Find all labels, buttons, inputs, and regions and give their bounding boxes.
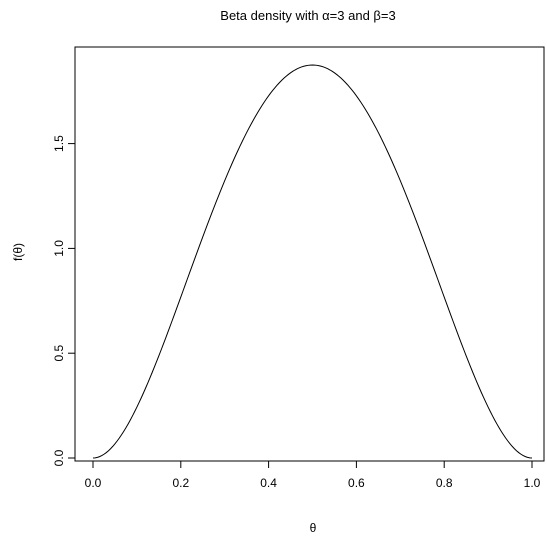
y-axis-label: f(θ) bbox=[11, 243, 25, 261]
y-axis: 0.0 0.5 1.0 1.5 bbox=[52, 135, 76, 466]
y-tick-label: 0.5 bbox=[52, 345, 66, 362]
x-tick-label: 0.8 bbox=[436, 476, 453, 490]
x-axis: 0.0 0.2 0.4 0.6 0.8 1.0 bbox=[85, 460, 541, 490]
x-tick-label: 0.6 bbox=[348, 476, 365, 490]
x-axis-label: θ bbox=[310, 521, 317, 535]
plot-frame bbox=[74, 46, 545, 462]
density-curve bbox=[92, 64, 533, 459]
x-tick-label: 1.0 bbox=[524, 476, 541, 490]
x-tick-label: 0.0 bbox=[85, 476, 102, 490]
chart-title: Beta density with α=3 and β=3 bbox=[220, 8, 395, 23]
y-tick-label: 0.0 bbox=[52, 449, 66, 466]
x-tick-label: 0.2 bbox=[172, 476, 189, 490]
x-tick-label: 0.4 bbox=[260, 476, 277, 490]
y-tick-label: 1.5 bbox=[52, 135, 66, 152]
y-tick-label: 1.0 bbox=[52, 240, 66, 257]
